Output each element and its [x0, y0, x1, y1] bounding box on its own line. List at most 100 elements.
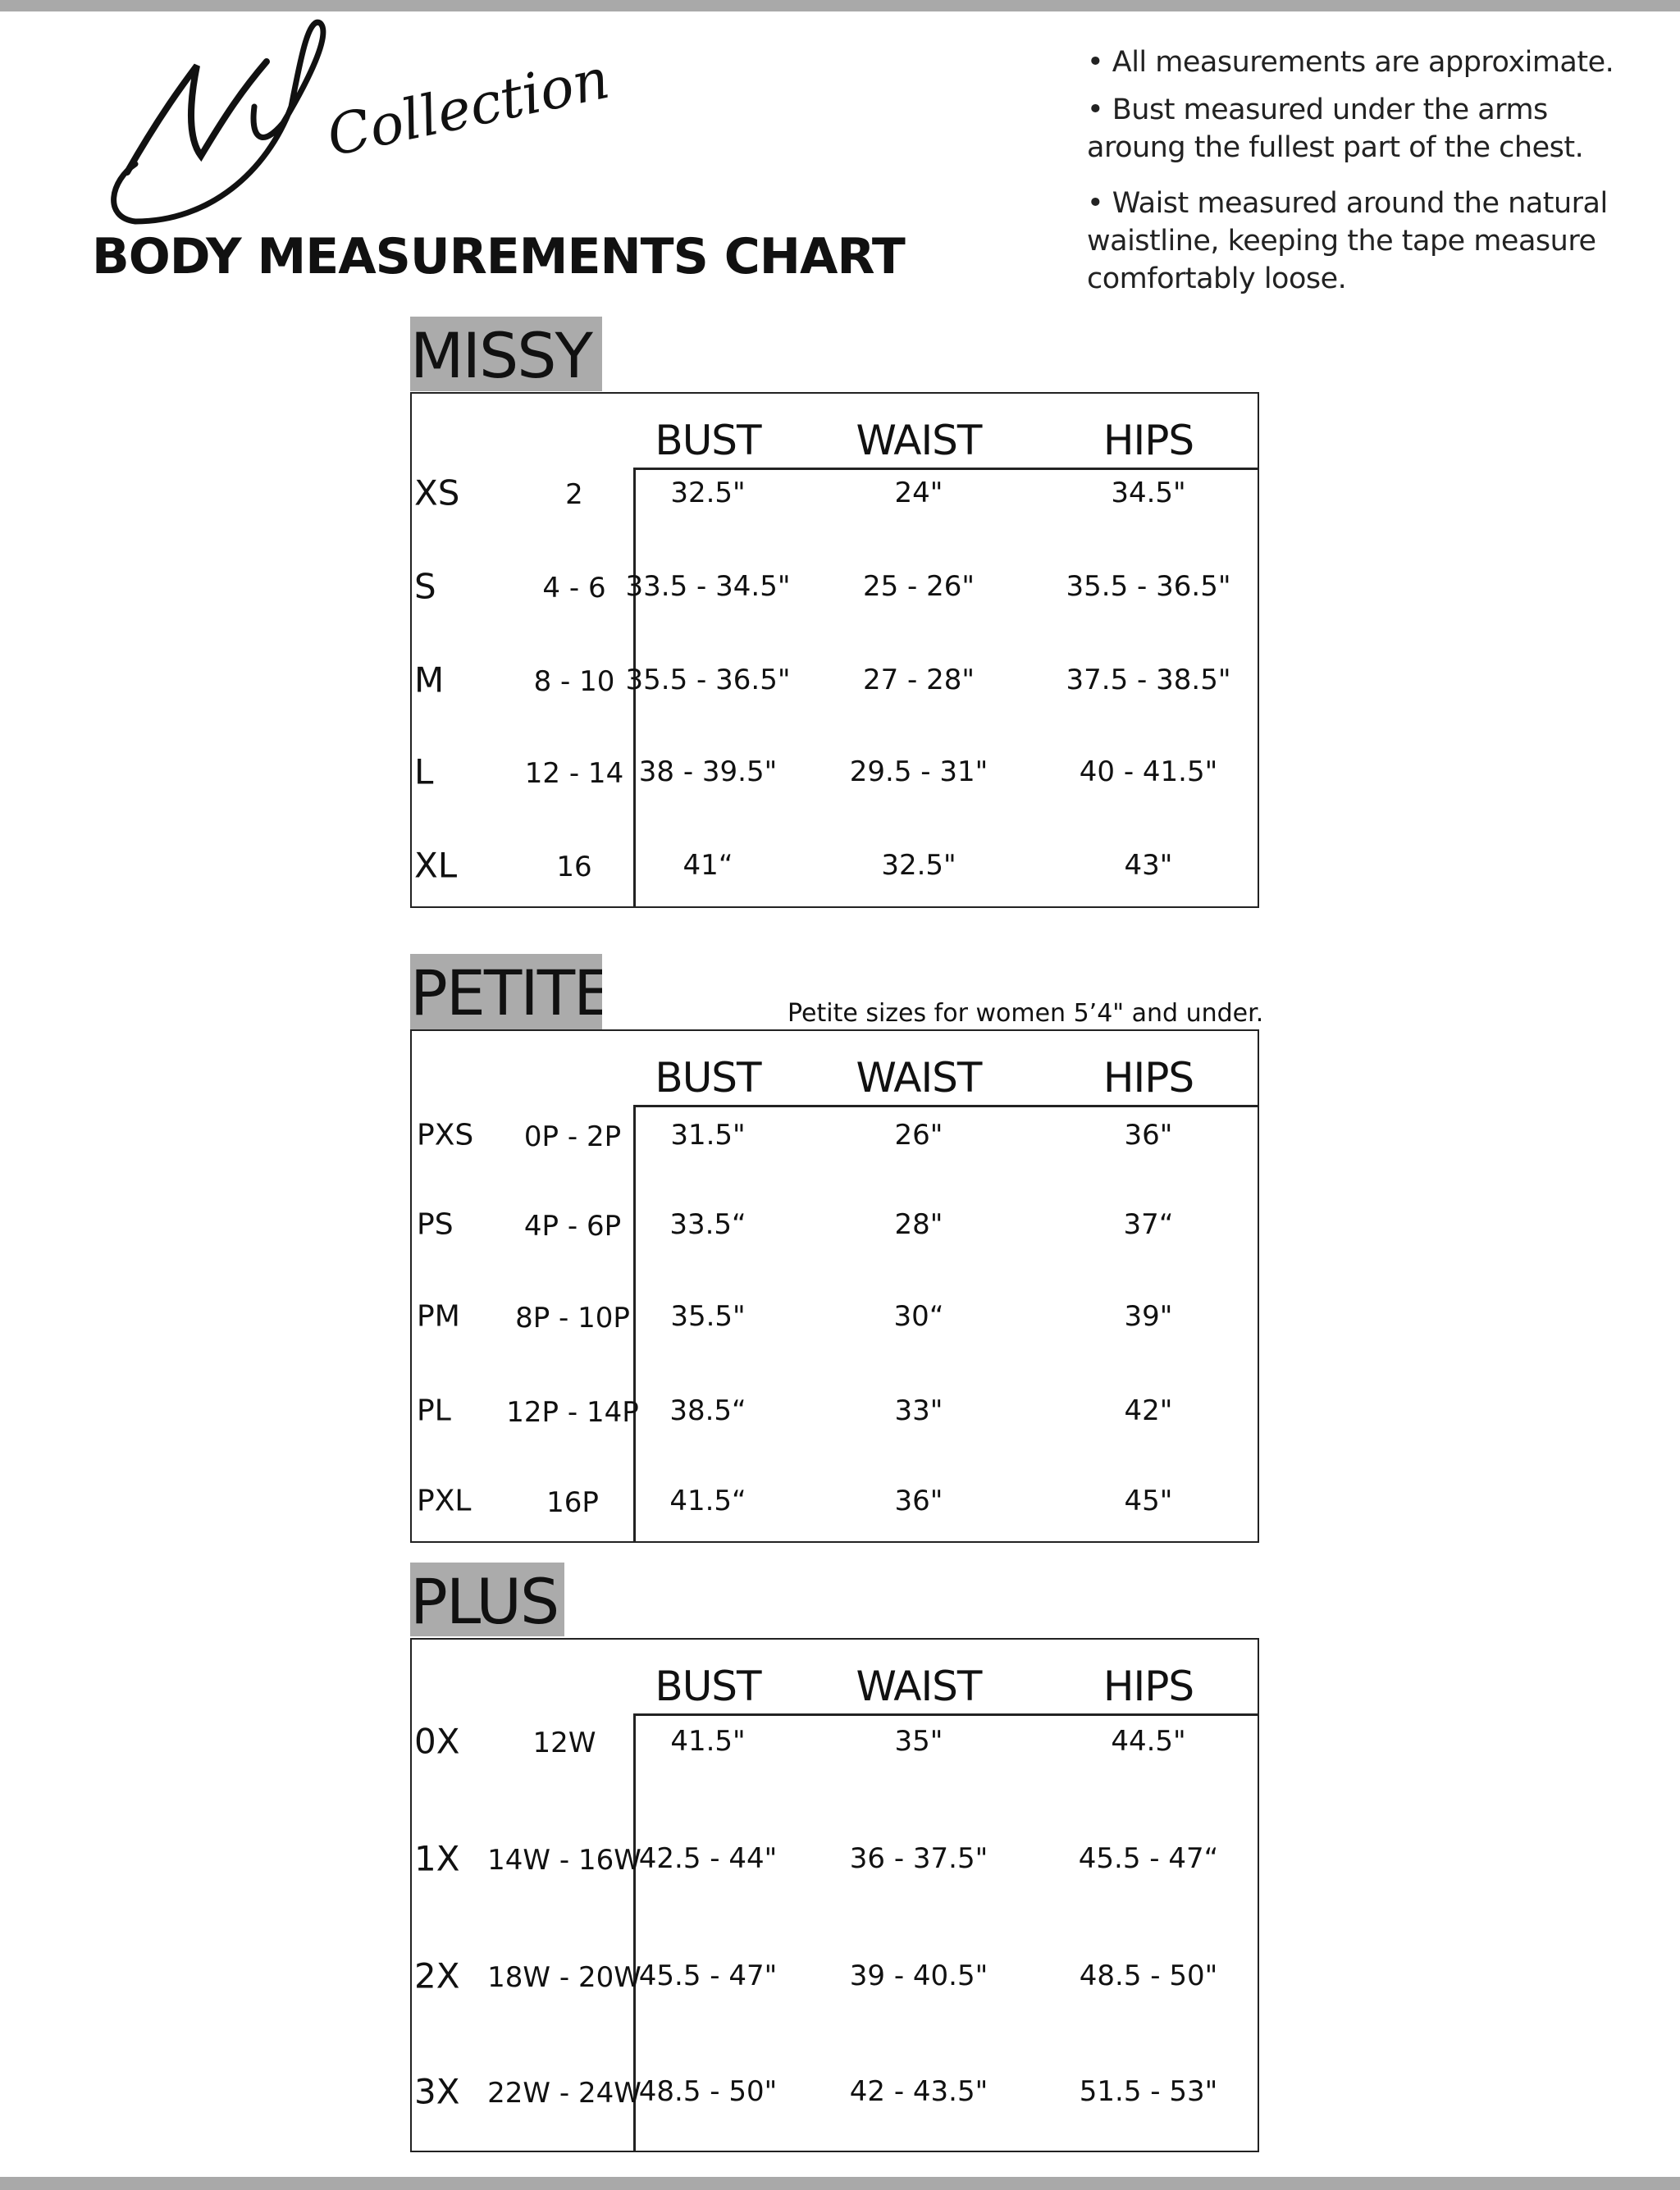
- note-line: waistline, keeping the tape measure: [1087, 225, 1596, 258]
- column-header-waist: WAIST: [856, 1054, 983, 1102]
- note-line: • Waist measured around the natural: [1087, 187, 1608, 220]
- column-header-waist: WAIST: [856, 1663, 983, 1710]
- size-label: PXL: [417, 1484, 472, 1518]
- size-number: 4 - 6: [542, 572, 606, 605]
- measurement-waist: 29.5 - 31": [849, 755, 988, 788]
- size-number: 12W: [532, 1727, 596, 1759]
- size-label: 0X: [414, 1721, 460, 1762]
- size-number: 8P - 10P: [515, 1302, 630, 1335]
- size-number: 8 - 10: [533, 665, 615, 698]
- plus-table: [410, 1638, 1259, 2152]
- column-divider: [633, 468, 636, 908]
- size-number: 16: [556, 851, 592, 883]
- measurement-hips: 35.5 - 36.5": [1066, 570, 1231, 603]
- header-divider: [634, 468, 1259, 470]
- measurement-bust: 42.5 - 44": [638, 1842, 778, 1875]
- size-label: PL: [417, 1394, 451, 1428]
- size-label: XL: [414, 845, 458, 886]
- note-line: • All measurements are approximate.: [1087, 46, 1614, 79]
- measurement-hips: 51.5 - 53": [1079, 2075, 1218, 2108]
- column-header-hips: HIPS: [1102, 1663, 1194, 1710]
- size-number: 18W - 20W: [487, 1961, 641, 1994]
- size-number: 4P - 6P: [523, 1210, 622, 1243]
- size-number: 16P: [546, 1486, 599, 1519]
- measurement-waist: 36 - 37.5": [849, 1842, 988, 1875]
- size-number: 12 - 14: [524, 757, 624, 790]
- measurement-bust: 41.5“: [669, 1485, 746, 1517]
- size-label: L: [414, 751, 434, 792]
- size-number: 0P - 2P: [523, 1120, 622, 1153]
- measurement-bust: 32.5": [670, 477, 746, 509]
- measurement-waist: 26": [894, 1119, 943, 1152]
- measurement-bust: 48.5 - 50": [638, 2075, 778, 2108]
- measurement-bust: 38.5“: [669, 1394, 746, 1427]
- measurement-hips: 43": [1124, 849, 1173, 882]
- measurement-hips: 40 - 41.5": [1079, 755, 1218, 788]
- size-label: PXS: [417, 1118, 474, 1152]
- note-line: aroung the fullest part of the chest.: [1087, 131, 1584, 164]
- measurement-hips: 42": [1124, 1394, 1173, 1427]
- measurement-hips: 37“: [1123, 1208, 1174, 1241]
- measurement-hips: 37.5 - 38.5": [1066, 664, 1231, 696]
- measurement-bust: 35.5": [670, 1300, 746, 1333]
- bottom-frame-bar: [0, 2177, 1680, 2190]
- size-number: 22W - 24W: [487, 2077, 641, 2110]
- size-label: PS: [417, 1207, 454, 1242]
- size-number: 14W - 16W: [487, 1844, 641, 1877]
- column-header-bust: BUST: [655, 417, 761, 464]
- measurement-bust: 33.5“: [669, 1208, 746, 1241]
- measurement-waist: 32.5": [881, 849, 956, 882]
- plus-section-label: PLUS: [410, 1563, 564, 1636]
- measurement-hips: 39": [1124, 1300, 1173, 1333]
- column-divider: [633, 1713, 636, 2152]
- measurement-hips: 45": [1124, 1485, 1173, 1517]
- measurement-bust: 33.5 - 34.5": [625, 570, 791, 603]
- note-line: • Bust measured under the arms: [1087, 94, 1548, 126]
- measurement-bust: 31.5": [670, 1119, 746, 1152]
- column-header-bust: BUST: [655, 1054, 761, 1102]
- measurement-waist: 35": [894, 1725, 943, 1758]
- measurement-hips: 34.5": [1111, 477, 1186, 509]
- measurement-hips: 48.5 - 50": [1079, 1960, 1218, 1992]
- measurement-bust: 35.5 - 36.5": [625, 664, 791, 696]
- measurement-bust: 45.5 - 47": [638, 1960, 778, 1992]
- size-number: 12P - 14P: [506, 1396, 639, 1429]
- measurement-bust: 41“: [682, 849, 733, 882]
- column-header-hips: HIPS: [1102, 417, 1194, 464]
- measurement-bust: 38 - 39.5": [638, 755, 778, 788]
- measurement-hips: 44.5": [1111, 1725, 1186, 1758]
- measurement-waist: 25 - 26": [862, 570, 975, 603]
- petite-table: [410, 1029, 1259, 1543]
- size-label: 1X: [414, 1838, 460, 1879]
- measurement-hips: 36": [1124, 1119, 1173, 1152]
- measurement-waist: 24": [894, 477, 943, 509]
- size-label: 3X: [414, 2071, 460, 2112]
- ny-collection-logo: Collection: [111, 19, 615, 225]
- petite-section-label: PETITE: [410, 954, 602, 1029]
- measurement-waist: 30“: [893, 1300, 944, 1333]
- header-divider: [634, 1713, 1259, 1716]
- column-divider: [633, 1105, 636, 1543]
- size-label: 2X: [414, 1955, 460, 1996]
- measurement-waist: 36": [894, 1485, 943, 1517]
- size-label: PM: [417, 1299, 460, 1334]
- header-divider: [634, 1105, 1259, 1107]
- top-frame-bar: [0, 0, 1680, 11]
- size-label: S: [414, 566, 436, 607]
- missy-section-label: MISSY: [410, 317, 602, 391]
- size-number: 2: [565, 478, 583, 511]
- measurement-bust: 41.5": [670, 1725, 746, 1758]
- measurement-waist: 39 - 40.5": [849, 1960, 988, 1992]
- note-line: comfortably loose.: [1087, 262, 1347, 295]
- measurement-hips: 45.5 - 47“: [1078, 1842, 1219, 1875]
- page-title: BODY MEASUREMENTS CHART: [92, 228, 906, 285]
- column-header-bust: BUST: [655, 1663, 761, 1710]
- measurement-waist: 42 - 43.5": [849, 2075, 988, 2108]
- petite-note: Petite sizes for women 5’4" and under.: [788, 999, 1264, 1028]
- size-label: XS: [414, 472, 460, 513]
- size-label: M: [414, 659, 445, 700]
- column-header-waist: WAIST: [856, 417, 983, 464]
- logo-collection-text: Collection: [322, 47, 614, 170]
- missy-table: [410, 392, 1259, 908]
- measurement-waist: 33": [894, 1394, 943, 1427]
